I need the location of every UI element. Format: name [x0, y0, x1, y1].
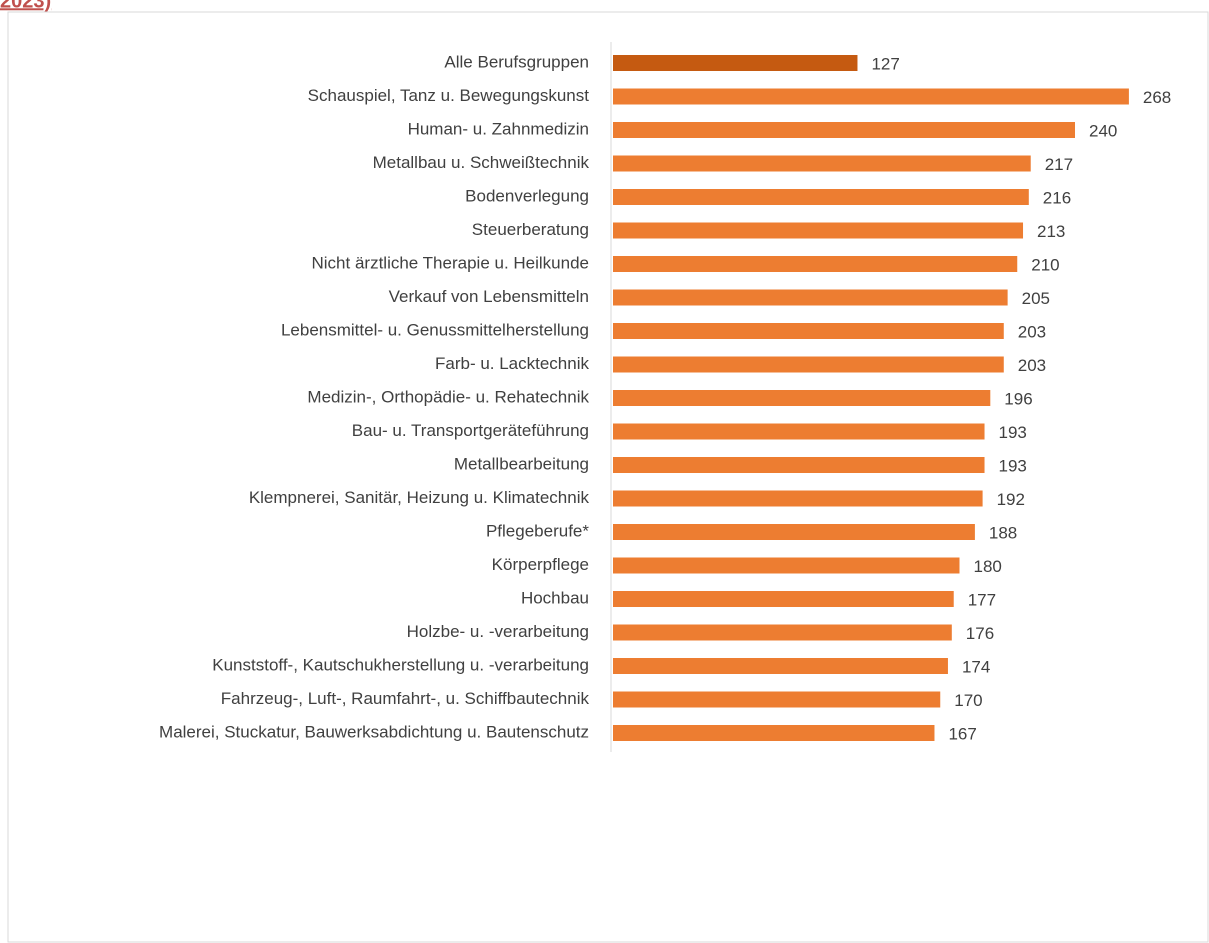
category-label: Verkauf von Lebensmitteln	[389, 287, 589, 306]
bar	[613, 88, 1129, 105]
bar	[613, 323, 1004, 339]
bar	[613, 390, 991, 406]
category-label: Steuerberatung	[472, 220, 589, 239]
category-label: Metallbau u. Schweißtechnik	[373, 153, 590, 172]
bar	[613, 624, 952, 641]
bar	[613, 658, 948, 674]
value-label: 216	[1043, 188, 1071, 207]
value-label: 210	[1031, 255, 1059, 274]
category-label: Klempnerei, Sanitär, Heizung u. Klimatec…	[249, 488, 590, 507]
chart-title: 2023)	[0, 0, 51, 12]
category-label: Fahrzeug-, Luft-, Raumfahrt-, u. Schiffb…	[221, 689, 590, 708]
bar	[613, 222, 1024, 239]
bar	[613, 691, 941, 708]
bar	[613, 55, 858, 71]
category-label: Hochbau	[521, 588, 589, 607]
category-label: Kunststoff-, Kautschukherstellung u. -ve…	[212, 655, 589, 674]
value-label: 205	[1022, 289, 1050, 308]
value-label: 203	[1018, 356, 1046, 375]
value-label: 174	[962, 657, 990, 676]
value-label: 170	[954, 691, 982, 710]
category-label: Holzbe- u. -verarbeitung	[407, 622, 589, 641]
value-label: 192	[997, 490, 1025, 509]
category-label: Metallbearbeitung	[454, 454, 589, 473]
value-label: 193	[999, 423, 1027, 442]
bar	[613, 557, 960, 574]
bar	[613, 256, 1018, 272]
value-label: 196	[1004, 389, 1032, 408]
value-label: 193	[999, 456, 1027, 475]
bar	[613, 457, 985, 473]
bar	[613, 122, 1075, 138]
value-label: 127	[871, 54, 899, 73]
value-label: 177	[968, 590, 996, 609]
category-label: Nicht ärztliche Therapie u. Heilkunde	[312, 253, 590, 272]
value-label: 167	[948, 724, 976, 743]
value-label: 188	[989, 523, 1017, 542]
category-label: Bau- u. Transportgeräteführung	[352, 421, 589, 440]
category-label: Körperpflege	[492, 555, 589, 574]
category-label: Farb- u. Lacktechnik	[435, 354, 590, 373]
category-label: Human- u. Zahnmedizin	[408, 119, 589, 138]
bar	[613, 524, 975, 540]
bar	[613, 591, 954, 607]
category-label: Lebensmittel- u. Genussmittelherstellung	[281, 320, 589, 339]
bar	[613, 155, 1031, 172]
value-label: 217	[1045, 155, 1073, 174]
category-label: Medizin-, Orthopädie- u. Rehatechnik	[307, 387, 589, 406]
bar	[613, 423, 985, 440]
category-label: Malerei, Stuckatur, Bauwerksabdichtung u…	[159, 722, 589, 741]
bar	[613, 289, 1008, 306]
value-label: 180	[974, 557, 1002, 576]
category-label: Pflegeberufe*	[486, 521, 589, 540]
category-label: Schauspiel, Tanz u. Bewegungskunst	[308, 86, 590, 105]
bar	[613, 356, 1004, 373]
value-label: 268	[1143, 88, 1171, 107]
category-label: Alle Berufsgruppen	[444, 52, 589, 71]
bar	[613, 490, 983, 507]
value-label: 213	[1037, 222, 1065, 241]
value-label: 203	[1018, 322, 1046, 341]
bar	[613, 725, 935, 741]
value-label: 240	[1089, 121, 1117, 140]
bar	[613, 189, 1029, 205]
value-label: 176	[966, 624, 994, 643]
category-label: Bodenverlegung	[465, 186, 589, 205]
chart-frame	[7, 11, 1209, 943]
